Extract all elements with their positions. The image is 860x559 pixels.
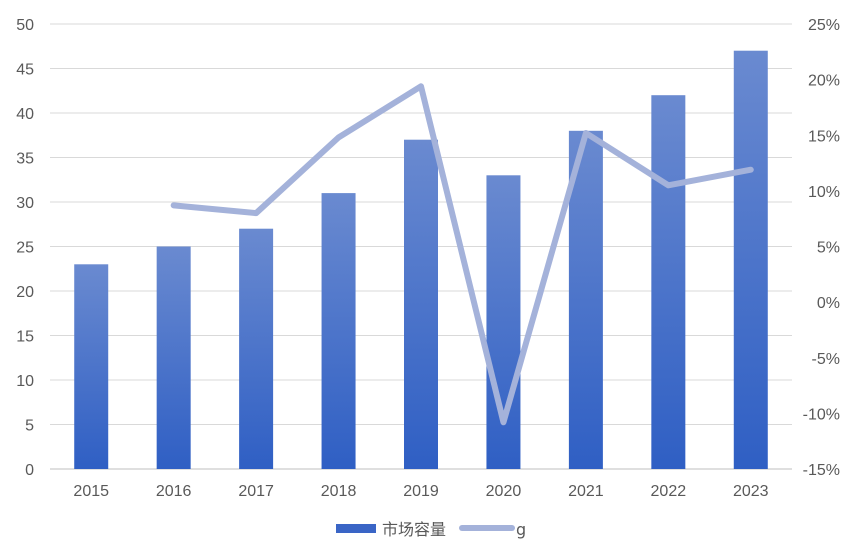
legend: 市场容量 g <box>336 520 526 539</box>
bar <box>733 50 768 469</box>
line-path-g <box>170 83 754 426</box>
right-tick-label: 0% <box>817 295 840 312</box>
legend-label-line: g <box>516 520 526 539</box>
right-tick-label: 25% <box>808 17 840 34</box>
x-tick-label: 2019 <box>403 483 439 500</box>
x-tick-label: 2017 <box>238 483 274 500</box>
left-tick-label: 45 <box>16 62 34 79</box>
x-tick-label: 2022 <box>651 483 687 500</box>
line-point <box>502 421 504 423</box>
bar <box>651 95 686 469</box>
x-tick-label: 2015 <box>73 483 109 500</box>
x-tick-label: 2021 <box>568 483 604 500</box>
line-point <box>750 169 752 171</box>
right-tick-label: 10% <box>808 184 840 201</box>
left-tick-label: 40 <box>16 106 34 123</box>
left-tick-label: 35 <box>16 151 34 168</box>
line-point <box>338 136 340 138</box>
x-tick-label: 2020 <box>486 483 522 500</box>
bar-series-market-capacity <box>74 50 768 470</box>
left-tick-label: 0 <box>25 462 34 479</box>
left-tick-label: 30 <box>16 195 34 212</box>
right-tick-label: -15% <box>803 462 840 479</box>
legend-label-bar: 市场容量 <box>382 520 446 539</box>
x-tick-label: 2023 <box>733 483 769 500</box>
bar <box>568 130 603 470</box>
right-tick-label: -10% <box>803 406 840 423</box>
left-tick-label: 20 <box>16 284 34 301</box>
bar <box>74 264 109 469</box>
right-tick-label: -5% <box>812 351 840 368</box>
left-tick-label: 5 <box>25 418 34 435</box>
left-tick-label: 15 <box>16 329 34 346</box>
left-tick-label: 50 <box>16 17 34 34</box>
line-series-g <box>170 83 754 426</box>
line-point <box>420 85 422 87</box>
line-point <box>255 212 257 214</box>
right-tick-label: 20% <box>808 73 840 90</box>
line-point <box>173 204 175 206</box>
bar <box>156 246 191 469</box>
x-tick-label: 2016 <box>156 483 192 500</box>
legend-swatch-bar <box>336 524 376 533</box>
left-y-axis: 0 5 10 15 20 25 30 35 40 45 50 <box>16 17 34 479</box>
right-tick-label: 5% <box>817 240 840 257</box>
bar <box>239 228 274 469</box>
right-y-axis: -15% -10% -5% 0% 5% 10% 15% 20% 25% <box>803 17 840 479</box>
line-point <box>667 184 669 186</box>
bar <box>404 139 438 469</box>
x-tick-label: 2018 <box>321 483 357 500</box>
left-tick-label: 10 <box>16 373 34 390</box>
left-tick-label: 25 <box>16 240 34 257</box>
right-tick-label: 15% <box>808 128 840 145</box>
x-axis: 2015 2016 2017 2018 2019 2020 2021 2022 2023 <box>73 483 768 500</box>
line-point <box>585 132 587 134</box>
bar <box>321 193 356 469</box>
